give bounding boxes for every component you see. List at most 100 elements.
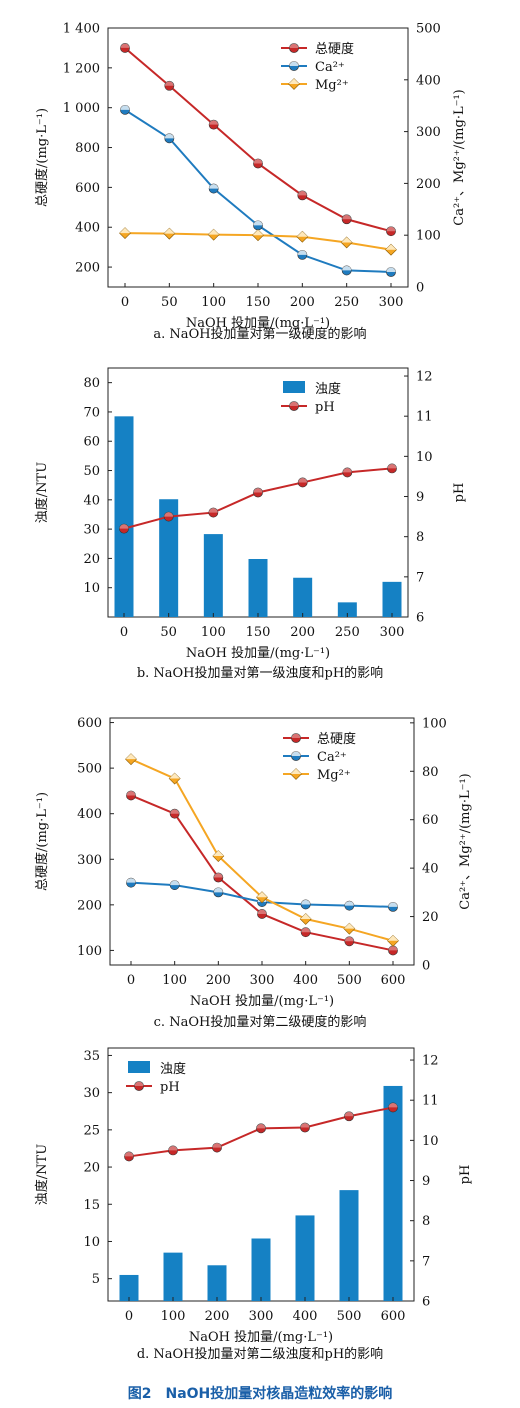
ylabel-left-b: 浊度/NTU bbox=[34, 462, 50, 523]
yltick-label-a-4: 1 000 bbox=[63, 101, 100, 116]
xtick-label-d-0: 0 bbox=[125, 1309, 133, 1324]
xtick-label-c-3: 300 bbox=[250, 973, 275, 988]
point-c-1-5 bbox=[344, 900, 355, 911]
point-c-0-4 bbox=[300, 927, 311, 938]
legend-swatch-d-0 bbox=[128, 1061, 150, 1073]
point-a-1-4 bbox=[297, 249, 308, 260]
bar-b-1 bbox=[159, 499, 179, 617]
xlabel-a: NaOH 投加量/(mg·L⁻¹) bbox=[186, 315, 330, 331]
bar-d-0 bbox=[119, 1274, 139, 1301]
yrtick-label-b-6: 12 bbox=[416, 370, 433, 385]
bar-b-0 bbox=[114, 416, 134, 617]
yrtick-label-b-4: 10 bbox=[416, 450, 433, 465]
xtick-label-c-4: 400 bbox=[293, 973, 318, 988]
point-d-1-3 bbox=[256, 1123, 266, 1134]
caption-b: b. NaOH投加量对第一级浊度和pH的影响 bbox=[137, 665, 383, 681]
xtick-label-a-2: 100 bbox=[201, 295, 226, 310]
legend-marker-c-2 bbox=[290, 768, 302, 780]
point-c-2-2 bbox=[212, 850, 225, 862]
legend-label-d-0: 浊度 bbox=[160, 1061, 186, 1077]
xtick-label-b-4: 200 bbox=[290, 625, 315, 640]
legend-marker-b-1 bbox=[289, 401, 299, 411]
ylabel-left-d: 浊度/NTU bbox=[34, 1144, 50, 1205]
yrtick-label-a-0: 0 bbox=[416, 281, 424, 296]
xtick-label-a-6: 300 bbox=[379, 295, 404, 310]
xtick-label-c-5: 500 bbox=[337, 973, 362, 988]
yltick-label-a-1: 400 bbox=[75, 221, 100, 236]
xtick-label-d-5: 500 bbox=[337, 1309, 362, 1324]
chart-b: 0 50 100 150 200 250 300 10 20 30 40 50 60 70 80 6 7 8 9 10… bbox=[34, 367, 467, 681]
yrtick-label-a-3: 300 bbox=[416, 125, 441, 140]
ylabel-right-b: pH bbox=[452, 483, 467, 503]
yrtick-label-a-4: 400 bbox=[416, 73, 441, 88]
legend-label-b-1: pH bbox=[315, 400, 335, 415]
xtick-label-b-6: 300 bbox=[380, 625, 405, 640]
bar-b-3 bbox=[248, 558, 268, 617]
bar-d-2 bbox=[207, 1265, 227, 1301]
yrtick-label-c-1: 20 bbox=[422, 910, 439, 925]
yltick-label-b-0: 10 bbox=[83, 581, 100, 596]
point-b-1-1 bbox=[163, 511, 174, 522]
yltick-label-b-6: 70 bbox=[83, 405, 100, 420]
yrtick-label-d-1: 7 bbox=[422, 1254, 430, 1269]
xtick-label-a-5: 250 bbox=[334, 295, 359, 310]
point-c-0-0 bbox=[126, 790, 136, 801]
yltick-label-b-2: 30 bbox=[83, 523, 100, 538]
xtick-label-d-6: 600 bbox=[381, 1309, 406, 1324]
xlabel-c: NaOH 投加量/(mg·L⁻¹) bbox=[190, 993, 334, 1009]
caption-d: d. NaOH投加量对第二级浊度和pH的影响 bbox=[137, 1346, 383, 1362]
point-d-1-0 bbox=[124, 1151, 134, 1162]
bar-b-5 bbox=[337, 602, 357, 617]
yrtick-label-c-2: 40 bbox=[422, 862, 439, 877]
yrtick-label-c-0: 0 bbox=[422, 959, 430, 974]
point-a-0-2 bbox=[208, 119, 219, 130]
point-c-2-1 bbox=[168, 772, 181, 785]
xtick-label-c-2: 200 bbox=[206, 973, 231, 988]
yltick-label-b-1: 20 bbox=[83, 552, 100, 567]
yrtick-label-d-2: 8 bbox=[422, 1214, 430, 1229]
ylabel-left-a: 总硬度/(mg·L⁻¹) bbox=[34, 108, 50, 207]
caption-a: a. NaOH投加量对第一级硬度的影响 bbox=[153, 326, 366, 342]
point-c-0-6 bbox=[388, 945, 398, 956]
yrtick-label-b-0: 6 bbox=[416, 611, 424, 626]
point-a-0-5 bbox=[341, 214, 352, 225]
ylabel-right-c: Ca²⁺、Mg²⁺/(mg·L⁻¹) bbox=[458, 773, 473, 910]
yltick-label-d-3: 20 bbox=[83, 1161, 100, 1176]
xlabel-b: NaOH 投加量/(mg·L⁻¹) bbox=[186, 645, 330, 661]
point-c-0-5 bbox=[344, 936, 355, 947]
bar-d-1 bbox=[163, 1252, 183, 1301]
bar-b-2 bbox=[203, 534, 223, 617]
yrtick-label-a-5: 500 bbox=[416, 22, 441, 37]
point-a-2-2 bbox=[207, 228, 220, 241]
point-a-2-0 bbox=[119, 227, 131, 240]
legend-marker-a-2 bbox=[288, 78, 300, 90]
point-d-1-1 bbox=[168, 1145, 178, 1156]
bar-d-4 bbox=[295, 1215, 315, 1301]
point-a-0-3 bbox=[253, 158, 263, 169]
yltick-label-d-5: 30 bbox=[83, 1086, 100, 1101]
point-a-1-0 bbox=[120, 104, 130, 115]
point-a-2-1 bbox=[163, 227, 176, 240]
point-b-1-3 bbox=[253, 487, 263, 498]
yltick-label-c-1: 200 bbox=[77, 898, 102, 913]
legend-marker-c-1 bbox=[291, 751, 301, 761]
chart-c: 0 100 200 300 400 500 600 100 200 300 400 500 600 0 20… bbox=[34, 716, 473, 1030]
point-a-1-3 bbox=[253, 220, 263, 231]
yltick-label-b-7: 80 bbox=[83, 376, 100, 391]
xtick-label-a-4: 200 bbox=[290, 295, 315, 310]
xtick-label-a-3: 150 bbox=[246, 295, 271, 310]
point-a-2-6 bbox=[385, 243, 397, 256]
yrtick-label-d-4: 10 bbox=[422, 1134, 439, 1149]
yltick-label-d-4: 25 bbox=[83, 1123, 100, 1138]
caption-c: c. NaOH投加量对第二级硬度的影响 bbox=[154, 1014, 367, 1030]
legend-marker-a-0 bbox=[289, 43, 299, 53]
legend-marker-a-1 bbox=[289, 61, 299, 71]
point-c-2-0 bbox=[125, 753, 137, 766]
yrtick-label-c-4: 80 bbox=[422, 765, 439, 780]
yltick-label-d-2: 15 bbox=[83, 1198, 100, 1213]
plot-frame bbox=[109, 717, 415, 966]
chart-a: 0 50 100 150 200 250 300 200 400 600 800 1 000 1 200… bbox=[34, 22, 467, 343]
point-a-1-6 bbox=[386, 267, 396, 277]
